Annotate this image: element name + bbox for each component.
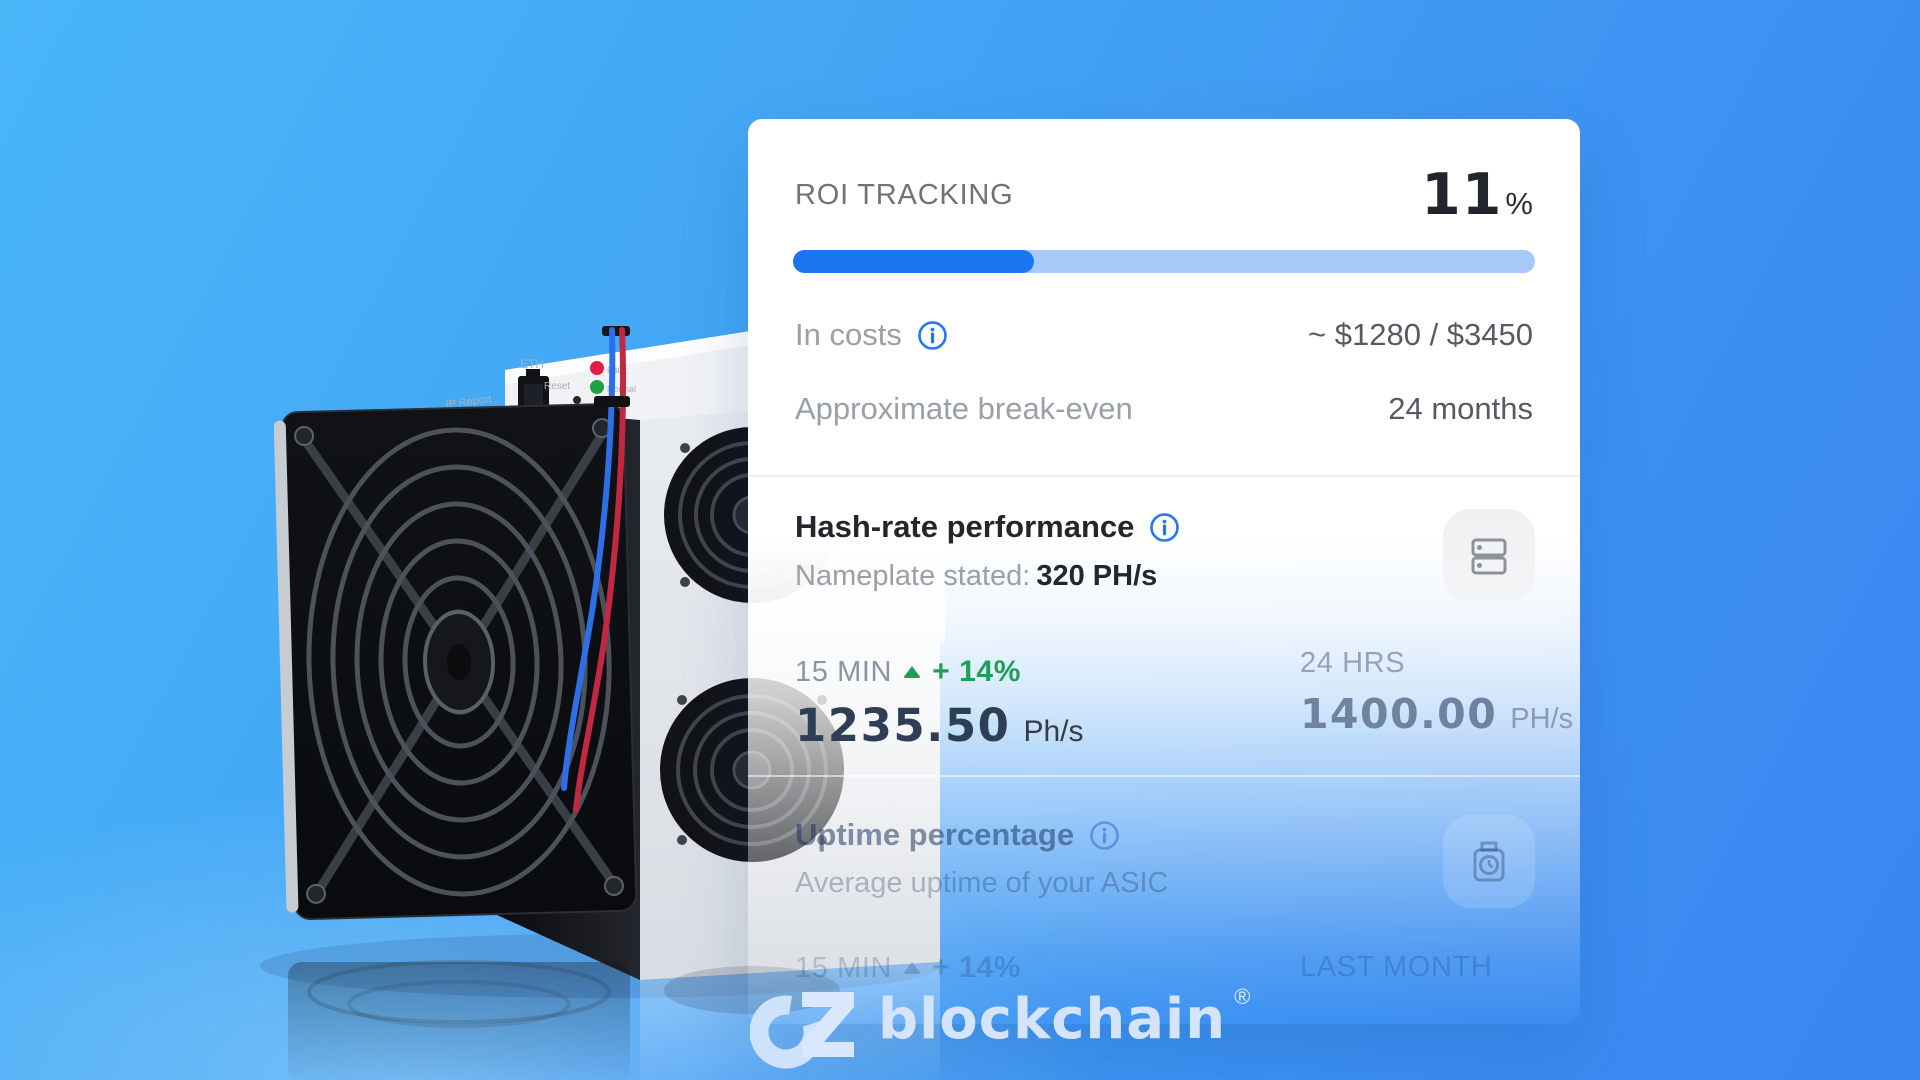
timer-icon (1473, 841, 1505, 881)
hashrate-24hrs-stat: 24 HRS 1400.00 PH/s (1300, 647, 1573, 738)
uptime-last-month-label: LAST MONTH (1300, 951, 1493, 983)
roi-value-wrap: 11 % (1421, 162, 1533, 228)
nameplate-value: 320 PH/s (1036, 560, 1158, 592)
roi-title: ROI TRACKING (795, 178, 1014, 211)
delta-value: + 14% (932, 951, 1021, 984)
hashrate-15min-value: 1235.50 (795, 699, 1011, 752)
info-icon[interactable] (1089, 820, 1120, 851)
power-cables (561, 326, 630, 813)
reset-button: Reset (544, 381, 581, 404)
costs-label: In costs (795, 317, 902, 352)
roi-percent-sign: % (1505, 186, 1533, 221)
roi-progress-bar (793, 250, 1535, 273)
roi-value: 11 (1421, 162, 1503, 228)
registered-mark: ® (1234, 984, 1251, 1009)
roi-header: ROI TRACKING 11 % (795, 157, 1533, 233)
svg-text:Fault: Fault (607, 365, 628, 375)
period-label: 24 HRS (1300, 647, 1406, 679)
hashrate-24hrs-unit: PH/s (1510, 703, 1574, 735)
svg-text:ETH: ETH (520, 357, 544, 371)
front-fan (273, 403, 638, 920)
break-even-row: Approximate break-even 24 months (795, 387, 1533, 431)
period-label: 15 MIN (795, 951, 893, 984)
hashrate-24hrs-value: 1400.00 (1300, 690, 1498, 738)
costs-row: In costs ~ $1280 / $3450 (795, 313, 1533, 357)
break-even-value: 24 months (1388, 391, 1533, 426)
stats-card: ROI TRACKING 11 % In costs ~ $1280 / $34… (748, 119, 1580, 1024)
ethernet-port: ETH (518, 357, 549, 414)
break-even-label: Approximate break-even (795, 391, 1133, 426)
uptime-subtitle: Average uptime of your ASIC (795, 867, 1169, 899)
hashrate-title: Hash-rate performance (795, 509, 1135, 544)
brand-name: blockchain (878, 987, 1227, 1052)
uptime-title: Uptime percentage (795, 817, 1075, 852)
hashrate-15min-stat: 15 MIN + 14% 1235.50 Ph/s (795, 655, 1084, 752)
hashrate-header: Hash-rate performance (795, 509, 1180, 545)
ez-logo-mark (750, 992, 854, 1069)
hashrate-15min-unit: Ph/s (1023, 715, 1084, 748)
section-divider (748, 475, 1580, 477)
info-icon[interactable] (1149, 512, 1180, 543)
roi-progress-fill (793, 250, 1035, 273)
costs-value: ~ $1280 / $3450 (1308, 317, 1533, 352)
delta-value: + 14% (932, 655, 1021, 688)
period-label: 15 MIN (795, 655, 893, 688)
nameplate-label: Nameplate stated: (795, 560, 1031, 592)
server-rack-icon (1471, 538, 1507, 574)
uptime-15min-stat: 15 MIN + 14% (795, 951, 1021, 985)
svg-text:Reset: Reset (544, 381, 570, 392)
delta-up-icon (903, 666, 922, 678)
section-divider (748, 775, 1580, 777)
miner-select-button[interactable] (1443, 509, 1535, 602)
uptime-button[interactable] (1443, 815, 1535, 908)
uptime-header: Uptime percentage (795, 817, 1120, 853)
delta-up-icon (903, 962, 922, 974)
info-icon[interactable] (917, 320, 948, 351)
brand-logo: blockchain ® (750, 984, 1250, 1076)
nameplate-line: Nameplate stated: 320 PH/s (795, 560, 1157, 593)
